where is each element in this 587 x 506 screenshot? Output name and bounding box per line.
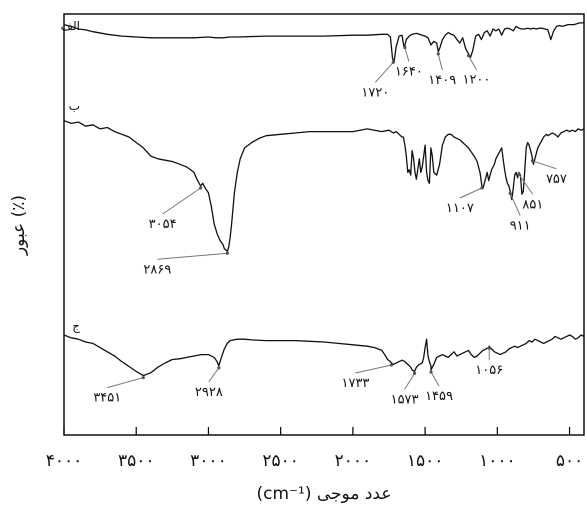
peak-arrow-head <box>487 346 491 350</box>
peak-arrow <box>437 53 443 71</box>
x-tick-label: ۳۰۰۰ <box>190 451 227 471</box>
peak-arrow <box>404 373 415 390</box>
x-axis-title: عدد موجی (cm⁻¹) <box>257 484 392 504</box>
peak-arrow <box>107 377 144 389</box>
x-tick-label: ۳۵۰۰ <box>118 451 155 471</box>
peak-arrow <box>208 367 220 383</box>
x-tick-label: ۵۰۰ <box>556 451 583 471</box>
spectrum-line-3 <box>63 334 585 377</box>
peak-arrow-head <box>517 172 521 176</box>
spectrum-line-2 <box>63 120 585 252</box>
peak-arrow-head <box>480 186 484 190</box>
peak-arrow-head <box>436 52 440 56</box>
panel-label-3: ج <box>72 319 80 333</box>
series-layer: الف ب ج <box>61 19 585 377</box>
panel-label-1: الف <box>61 19 80 33</box>
peak-arrow-head <box>141 376 145 380</box>
peak-label: ۳۴۵۱ <box>93 391 121 406</box>
peak-arrow <box>404 47 410 62</box>
peak-label: ۱۷۲۰ <box>361 85 389 100</box>
x-axis-ticks: ۴۰۰۰ ۳۵۰۰ ۳۰۰۰ ۲۵۰۰ ۲۰۰۰ ۱۵۰۰ ۱۰۰۰ ۵۰۰ <box>46 427 583 471</box>
plot-frame <box>63 13 585 436</box>
x-tick-label: ۴۰۰۰ <box>46 451 83 471</box>
peak-arrow <box>355 364 392 374</box>
panel-label-2: ب <box>69 99 80 113</box>
x-tick-label: ۲۵۰۰ <box>262 451 299 471</box>
peak-label: ۱۴۵۹ <box>425 389 453 404</box>
peak-label: ۱۴۰۹ <box>428 73 456 88</box>
peak-label: ۹۱۱ <box>510 218 531 233</box>
x-tick-label: ۱۵۰۰ <box>407 451 444 471</box>
peak-arrow-head <box>412 371 417 375</box>
y-axis-title: عبور (٪) <box>9 195 29 256</box>
peak-label: ۲۸۶۹ <box>143 262 171 277</box>
peak-label: ۱۲۰۰ <box>462 73 490 88</box>
peak-arrow-head <box>391 60 395 64</box>
peak-label: ۱۱۰۷ <box>446 201 474 216</box>
peak-arrow <box>518 174 534 195</box>
x-tick-label: ۲۰۰۰ <box>335 451 372 471</box>
peak-label: ۱۵۷۳ <box>391 392 419 407</box>
x-tick-label: ۱۰۰۰ <box>479 451 516 471</box>
peak-arrow <box>468 55 477 70</box>
peak-arrow-head <box>530 159 535 163</box>
peak-arrow-head <box>389 363 394 367</box>
peak-arrow <box>509 193 521 216</box>
spectrum-line-1 <box>63 22 584 63</box>
peak-arrow <box>157 252 228 260</box>
peak-label: ۱۶۴۰ <box>395 64 423 79</box>
peak-label: ۷۵۷ <box>546 172 567 187</box>
peak-label: ۸۵۱ <box>522 197 543 212</box>
peak-label: ۱۷۳۳ <box>341 376 369 391</box>
peak-arrow <box>162 187 201 215</box>
peak-arrow-head <box>225 251 229 255</box>
peak-arrow-head <box>199 186 203 190</box>
peak-arrow <box>430 371 440 387</box>
peak-arrow <box>532 160 557 170</box>
peak-arrow-head <box>217 366 221 370</box>
peak-arrow-head <box>508 191 512 196</box>
peak-arrow <box>459 187 483 199</box>
peak-label: ۲۹۲۸ <box>195 385 223 400</box>
peak-label: ۳۰۵۴ <box>149 217 177 232</box>
peak-arrow <box>374 61 394 83</box>
peak-arrow-head <box>429 370 433 374</box>
peak-arrow-head <box>466 54 471 58</box>
peak-label: ۱۰۵۶ <box>475 363 503 378</box>
peak-arrow-head <box>403 45 407 50</box>
